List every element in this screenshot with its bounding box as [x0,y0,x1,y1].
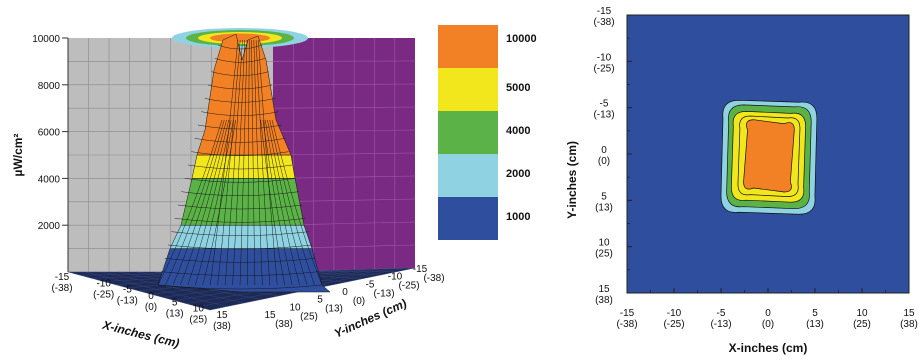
legend-swatch [438,197,498,240]
y-axis-tick-unit-3d: (0) [353,296,365,307]
contour-x-tick-unit: (-25) [663,319,684,330]
y-axis-tick-unit-3d: (25) [300,311,318,322]
contour-y-tick-label: 0 [601,145,607,156]
x-axis-tick-unit-3d: (25) [189,315,207,326]
contour-x-tick-unit: (-13) [710,319,731,330]
legend-swatch [438,68,498,111]
z-axis-title: µW/cm² [11,134,25,177]
contour-y-tick-label: 15 [598,284,610,295]
contour-y-axis-ticks: -15(-38) -10(-25) -5(-13) 0(0) 5(13) 10(25) 15… [593,6,632,306]
x-axis-tick-unit-3d: (-25) [93,289,114,300]
contour-level-10000 [744,120,795,192]
contour-y-tick-unit: (-25) [593,63,614,74]
contour-x-tick-label: 5 [812,308,818,319]
x-axis-tick-label-3d: 15 [216,310,228,321]
contour-x-tick-unit: (13) [806,319,824,330]
contour-levels [721,100,817,214]
x-axis-tick-label-3d: -10 [96,278,111,289]
z-axis-tick-label: 4000 [38,174,61,185]
contour-x-tick-label: -10 [667,308,682,319]
contour-y-tick-unit: (38) [595,295,613,306]
contour-y-tick-label: 10 [598,238,610,249]
contour-x-tick-label: 15 [903,308,915,319]
z-axis-ticks: 2000 4000 6000 8000 10000 [32,34,68,232]
x-axis-tick-unit-3d: (0) [145,302,157,313]
y-axis-tick-unit-3d: (-25) [398,281,419,292]
contour-y-tick-label: -10 [597,52,612,63]
contour-x-tick-label: 0 [765,308,771,319]
legend-label: 10000 [506,33,537,45]
x-axis-tick-unit-3d: (13) [166,308,184,319]
z-axis-tick-label: 10000 [32,34,60,45]
y-axis-tick-label-3d: 5 [317,295,323,306]
contour-x-tick-unit: (38) [900,319,918,330]
contour-plot: -15(-38)-10(-25)-5(-13)0(0)5(13)10(25)15… [565,6,918,355]
contour-x-axis-ticks: -15(-38) -10(-25) -5(-13) 0(0) 5(13) 10(25) 15… [616,288,917,330]
surface-band [158,249,330,292]
y-axis-tick-unit-3d: (38) [275,319,293,330]
legend: 10000 5000 4000 2000 1000 [438,25,537,240]
contour-y-tick-label: -5 [600,99,609,110]
contour-x-tick-unit: (25) [853,319,871,330]
legend-swatch [438,154,498,197]
contour-y-tick-unit: (13) [595,202,613,213]
z-axis-tick-label: 6000 [38,128,61,139]
y-axis-tick-label-3d: 0 [342,287,348,298]
contour-x-tick-label: 10 [856,308,868,319]
legend-swatch [438,111,498,154]
x-axis-tick-label-3d: 10 [193,304,205,315]
y-axis-tick-unit-3d: (-13) [373,288,394,299]
contour-x-axis-title: X-inches (cm) [729,341,808,355]
legend-swatch [438,25,498,68]
legend-label: 5000 [506,82,530,94]
contour-y-tick-label: 5 [601,191,607,202]
x-axis-tick-unit-3d: (-13) [117,296,138,307]
contour-y-tick-unit: (-38) [593,17,614,28]
contour-x-tick-label: -5 [717,308,726,319]
x-axis-tick-label-3d: -15 [55,272,70,283]
y-axis-tick-unit-3d: (13) [325,304,343,315]
legend-label: 1000 [506,211,530,223]
z-axis-tick-label: 2000 [38,221,61,232]
y-axis-title-3d: Y-inches (cm) [332,296,409,340]
contour-y-tick-unit: (0) [598,156,610,167]
x-axis-tick-label-3d: 5 [172,297,178,308]
y-axis-tick-unit-3d: (-38) [423,273,444,284]
x-axis-tick-label-3d: 0 [148,291,154,302]
contour-y-tick-label: -15 [597,6,612,17]
x-axis-title-3d: X-inches (cm) [100,318,181,351]
legend-label: 4000 [506,125,530,137]
contour-x-tick-label: -15 [620,308,635,319]
z-axis-tick-label: 8000 [38,81,61,92]
x-axis-tick-unit-3d: (38) [213,321,231,332]
contour-y-tick-unit: (25) [595,249,613,260]
contour-x-tick-unit: (-38) [616,319,637,330]
legend-label: 2000 [506,168,530,180]
x-axis-tick-unit-3d: (-38) [51,283,72,294]
contour-y-axis-title: Y-inches (cm) [565,141,579,219]
contour-x-tick-unit: (0) [762,319,774,330]
x-axis-tick-label-3d: -5 [123,285,132,296]
contour-y-tick-unit: (-13) [593,110,614,121]
